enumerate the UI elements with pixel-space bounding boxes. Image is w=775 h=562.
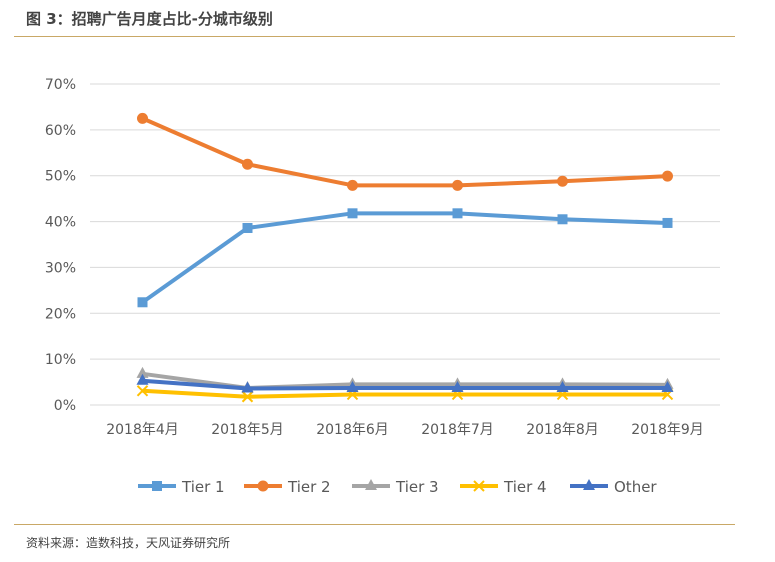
legend-marker (473, 480, 485, 492)
bottom-divider (14, 524, 735, 525)
y-tick-label: 0% (54, 398, 76, 414)
legend-label: Tier 4 (503, 478, 547, 496)
data-point (137, 112, 148, 124)
x-tick-label: 2018年6月 (316, 422, 389, 438)
y-tick-label: 50% (45, 169, 76, 185)
data-point (347, 179, 358, 191)
data-point (557, 175, 568, 187)
data-point (662, 170, 673, 182)
data-point (557, 214, 568, 225)
data-point (451, 381, 464, 393)
y-tick-label: 10% (45, 352, 76, 368)
y-tick-label: 30% (45, 260, 76, 276)
x-tick-label: 2018年4月 (106, 422, 179, 438)
data-point (661, 381, 674, 393)
x-tick-label: 2018年9月 (631, 422, 704, 438)
data-point (662, 217, 673, 228)
data-point (136, 385, 149, 397)
x-tick-label: 2018年5月 (211, 422, 284, 438)
data-point (241, 381, 254, 393)
y-tick-label: 70% (45, 77, 76, 93)
data-point (242, 158, 253, 170)
x-tick-label: 2018年8月 (526, 422, 599, 438)
legend-marker (152, 481, 162, 491)
legend-marker (583, 479, 595, 490)
y-tick-label: 40% (45, 215, 76, 231)
data-point (346, 381, 359, 393)
data-point (136, 366, 149, 378)
data-point (556, 381, 569, 393)
top-divider (14, 36, 735, 37)
y-tick-label: 20% (45, 306, 76, 322)
data-point (241, 391, 254, 403)
series-line-tier-2 (141, 116, 668, 188)
y-tick-label: 60% (45, 123, 76, 139)
data-point (347, 208, 358, 219)
data-point (452, 208, 463, 219)
legend-label: Tier 2 (287, 478, 331, 496)
data-point (137, 297, 148, 308)
source-note: 资料来源：造数科技，天风证券研究所 (26, 536, 231, 550)
figure-title: 图 3：招聘广告月度占比-分城市级别 (26, 10, 273, 28)
series-line-tier-4 (142, 388, 668, 399)
series-line-tier-1 (141, 211, 668, 304)
legend-label: Other (614, 478, 657, 496)
series-line-other (142, 378, 668, 391)
legend-label: Tier 1 (181, 478, 225, 496)
data-point (136, 373, 149, 385)
x-tick-label: 2018年7月 (421, 422, 494, 438)
legend-label: Tier 3 (395, 478, 439, 496)
data-point (242, 222, 253, 233)
data-point (452, 179, 463, 191)
legend-marker (365, 479, 377, 490)
legend-marker (257, 480, 269, 492)
